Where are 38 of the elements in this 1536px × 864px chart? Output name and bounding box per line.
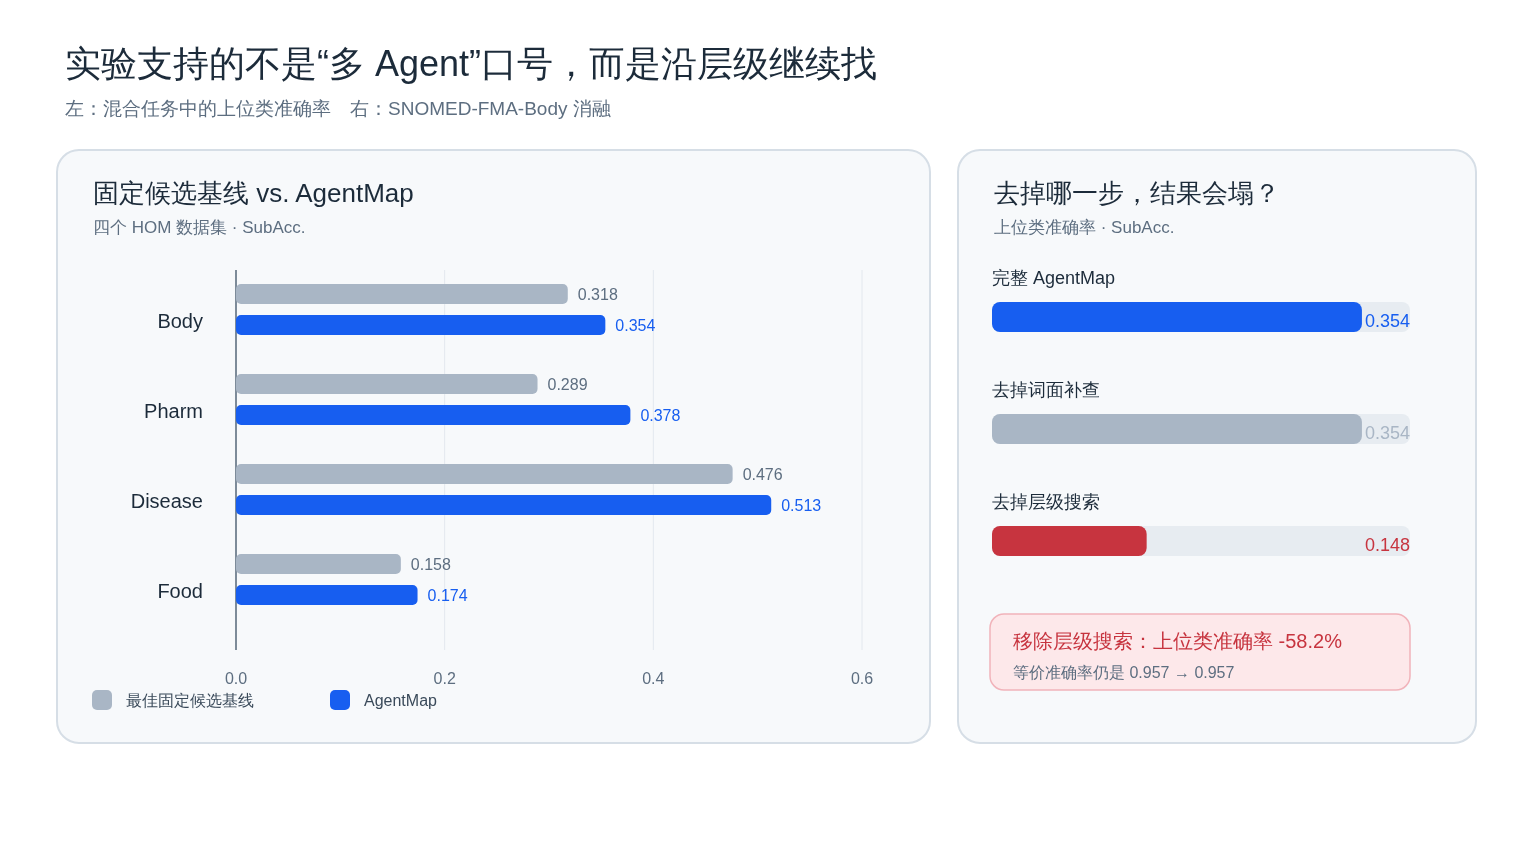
chart-title: 去掉哪一步，结果会塌？ — [994, 178, 1280, 208]
data-label: 0.158 — [410, 556, 451, 573]
data-label: 0.354 — [1364, 311, 1410, 331]
y-tick-label: Body — [157, 309, 203, 332]
bar — [236, 585, 418, 605]
bar — [236, 284, 568, 304]
chart-subtitle: 上位类准确率 · SubAcc. — [994, 218, 1175, 237]
data-label: 0.513 — [781, 497, 822, 514]
y-tick-label: Disease — [130, 489, 203, 512]
data-label: 0.148 — [1364, 535, 1410, 555]
data-label: 0.318 — [577, 286, 618, 303]
bar — [236, 495, 772, 515]
y-tick-label: 去掉词面补查 — [992, 380, 1100, 400]
y-tick-label: 去掉层级搜索 — [992, 492, 1100, 512]
bar — [236, 374, 538, 394]
chart-title: 固定候选基线 vs. AgentMap — [93, 178, 414, 208]
legend-label: AgentMap — [364, 692, 438, 709]
x-tick-label: 0.4 — [642, 670, 665, 687]
x-tick-label: 0.2 — [433, 670, 456, 687]
legend-label: 最佳固定候选基线 — [126, 692, 254, 709]
data-label: 0.378 — [640, 407, 681, 424]
bar — [236, 315, 606, 335]
data-label: 0.289 — [547, 376, 588, 393]
y-tick-label: Pharm — [144, 399, 203, 422]
data-label: 0.354 — [615, 317, 656, 334]
data-label: 0.476 — [742, 466, 783, 483]
y-tick-label: 完整 AgentMap — [992, 268, 1116, 288]
y-tick-label: Food — [157, 579, 203, 602]
bar — [236, 464, 733, 484]
x-tick-label: 0.6 — [850, 670, 874, 687]
page-heading: 实验支持的不是“多 Agent”口号，而是沿层级继续找 左：混合任务中的上位类准确率 右：SNOMED-FMA-Body 消融 — [65, 43, 878, 119]
data-label: 0.354 — [1364, 423, 1410, 443]
bar — [236, 554, 401, 574]
note: 移除层级搜索：上位类准确率 -58.2% 等价准确率仍是 0.957 → 0.957 — [989, 613, 1411, 691]
chart-subtitle: 四个 HOM 数据集 · SubAcc. — [93, 218, 306, 237]
bar — [236, 405, 631, 425]
x-tick-label: 0.0 — [224, 670, 248, 687]
data-label: 0.174 — [427, 587, 468, 604]
